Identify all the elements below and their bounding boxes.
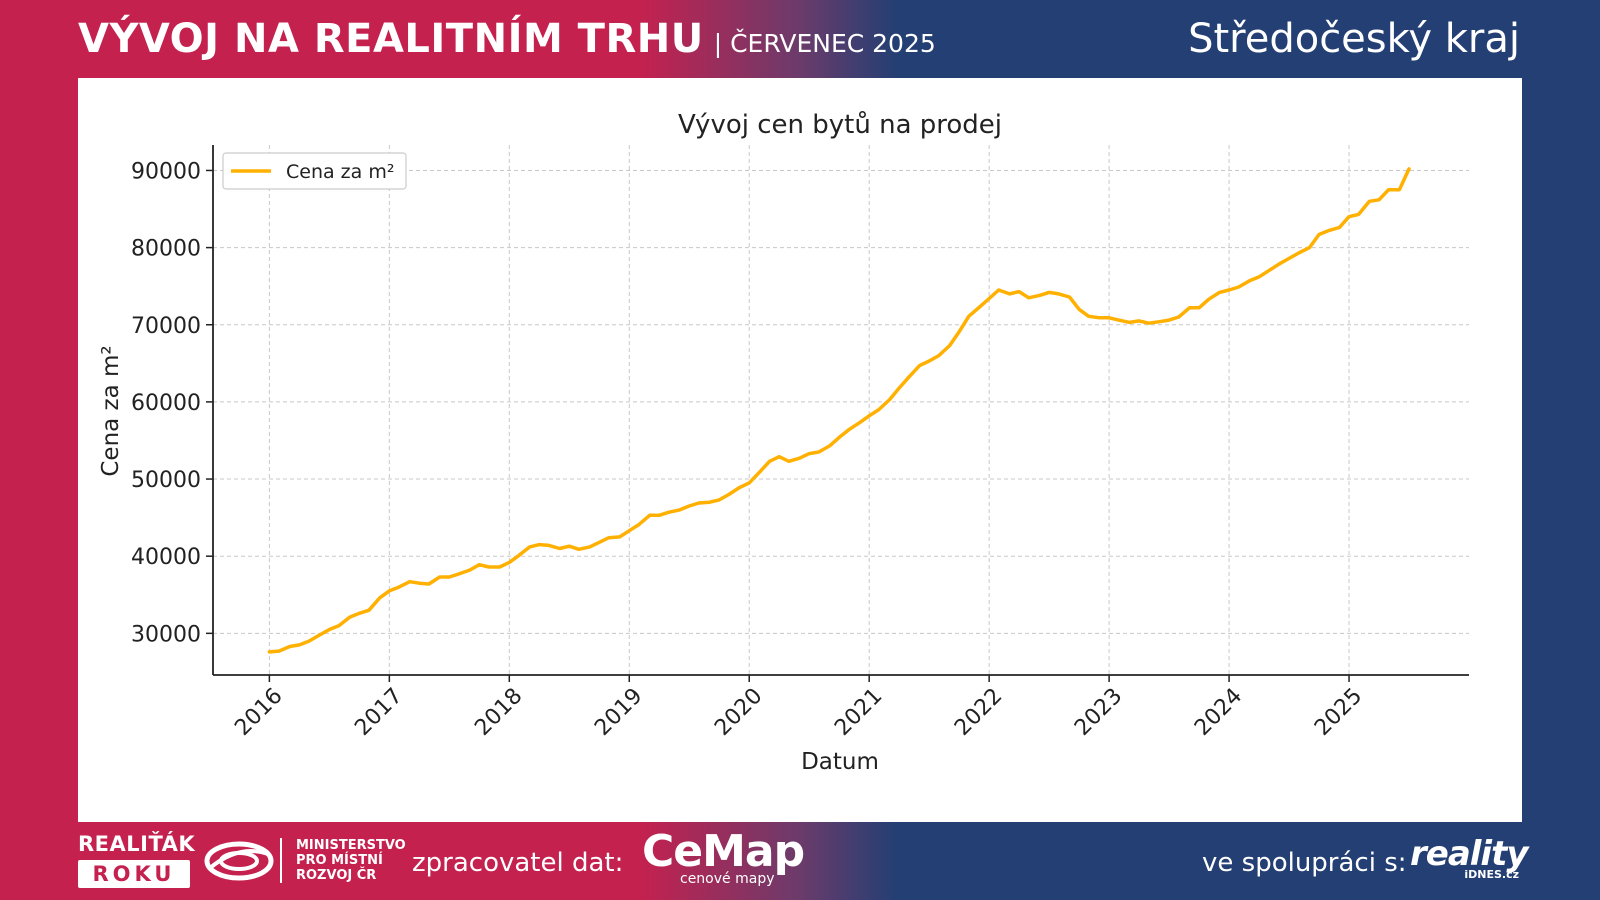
ministry-line: MINISTERSTVO <box>296 838 406 853</box>
x-tick-label: 2019 <box>590 684 647 741</box>
x-tick-label: 2021 <box>830 684 887 741</box>
partner-label: ve spolupráci s: <box>1202 848 1407 878</box>
x-tick-label: 2020 <box>710 684 767 741</box>
x-tick-label: 2016 <box>230 684 287 741</box>
ministry-name: MINISTERSTVO PRO MÍSTNÍ ROZVOJ ČR <box>280 838 406 883</box>
x-tick-label: 2017 <box>350 684 407 741</box>
grid <box>213 145 1469 675</box>
ministry-emblem-icon <box>204 838 274 888</box>
x-tick-label: 2025 <box>1310 684 1367 741</box>
cemap-tagline: cenové mapy <box>680 871 775 887</box>
reality-idnes-logo: reality iDNES.cz <box>1410 834 1529 881</box>
axes: 30000 40000 50000 60000 70000 80000 90000 2016 2… <box>131 145 1469 741</box>
legend: Cena za m² <box>222 152 407 190</box>
series-line-cena-za-m2 <box>267 167 1411 654</box>
y-tick-label: 60000 <box>131 391 201 416</box>
y-tick-label: 80000 <box>131 237 201 262</box>
ministry-line: PRO MÍSTNÍ <box>296 853 383 868</box>
y-tick-label: 50000 <box>131 468 201 493</box>
ministry-line: ROZVOJ ČR <box>296 868 377 883</box>
y-tick-label: 90000 <box>131 159 201 184</box>
header-left: VÝVOJ NA REALITNÍM TRHU | ČERVENEC 2025 <box>78 16 936 72</box>
region-name: Středočeský kraj <box>1188 16 1520 62</box>
x-tick-label: 2018 <box>470 684 527 741</box>
legend-label: Cena za m² <box>286 161 394 183</box>
cemap-logo: CeMap cenové mapy <box>642 826 812 887</box>
y-tick-label: 70000 <box>131 314 201 339</box>
x-axis-label: Datum <box>801 749 879 775</box>
realitak-top: REALIŤÁK <box>78 832 196 856</box>
partner-domain: iDNES.cz <box>1464 868 1519 881</box>
report-date: | ČERVENEC 2025 <box>713 29 936 58</box>
chart-panel: 30000 40000 50000 60000 70000 80000 90000 2016 2… <box>78 78 1522 822</box>
series-layer <box>267 167 1411 654</box>
legend-box <box>222 152 407 190</box>
report-title: VÝVOJ NA REALITNÍM TRHU <box>78 16 704 62</box>
realitak-roku-logo: REALIŤÁK ROKU <box>78 832 196 888</box>
x-tick-label: 2022 <box>950 684 1007 741</box>
chart-title: Vývoj cen bytů na prodej <box>678 110 1002 140</box>
x-tick-label: 2023 <box>1070 684 1127 741</box>
partner-name: reality <box>1410 834 1529 874</box>
realitak-bottom: ROKU <box>78 860 190 888</box>
y-tick-label: 30000 <box>131 622 201 647</box>
x-tick-label: 2024 <box>1190 684 1247 741</box>
y-axis-label: Cena za m² <box>98 345 124 476</box>
y-tick-label: 40000 <box>131 545 201 570</box>
cemap-name: CeMap <box>642 826 805 877</box>
processor-label: zpracovatel dat: <box>412 848 624 878</box>
footer: REALIŤÁK ROKU MINISTERSTVO PRO MÍSTNÍ RO… <box>0 826 1600 900</box>
price-line-chart: 30000 40000 50000 60000 70000 80000 90000 2016 2… <box>98 110 1469 775</box>
